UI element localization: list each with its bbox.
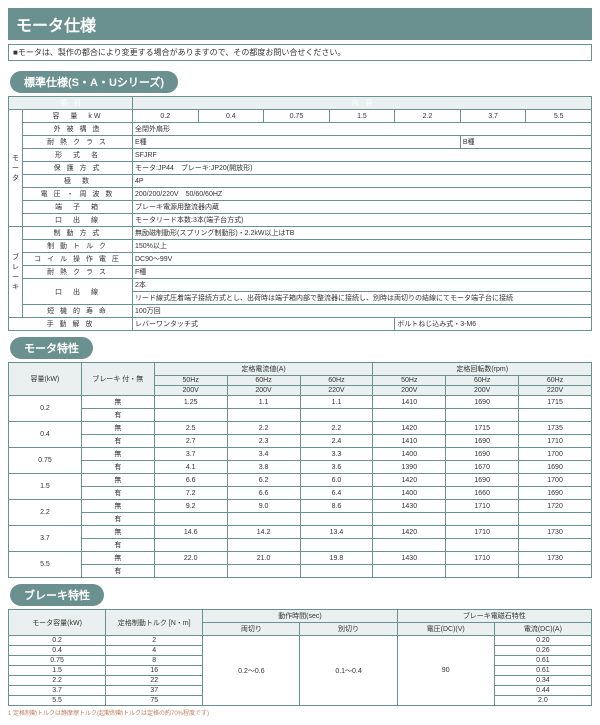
vlabel-brake: ブレーキ — [9, 227, 23, 318]
brake-char-table: モータ容量(kW)定格制動トルク [N・m]動作時間(sec)ブレーキ電磁石特性… — [8, 609, 592, 706]
banner-sub: ■モータは、製作の都合により変更する場合がありますので、その都度お問い合せくださ… — [8, 44, 592, 61]
vlabel-motor: モータ — [9, 110, 23, 227]
section2-title: モータ特性 — [10, 337, 93, 359]
footnote: 1 定格制動トルクは静摩擦トルク(起動制動トルクは定格の約70%程度です) — [8, 708, 592, 717]
section1-title: 標準仕様(S・A・Uシリーズ) — [10, 71, 178, 93]
page-title: モータ仕様 — [16, 12, 96, 36]
motor-char-table: 容量(kW)ブレーキ 付・無定格電流値(A)定格回転数(rpm) 50Hz60H… — [8, 362, 592, 578]
spec-table: 項 目内 容 モータ 容 量 kW 0.20.40.751.52.23.75.5… — [8, 96, 592, 331]
section3-title: ブレーキ特性 — [10, 584, 104, 606]
page-banner: モータ仕様 — [8, 8, 592, 40]
